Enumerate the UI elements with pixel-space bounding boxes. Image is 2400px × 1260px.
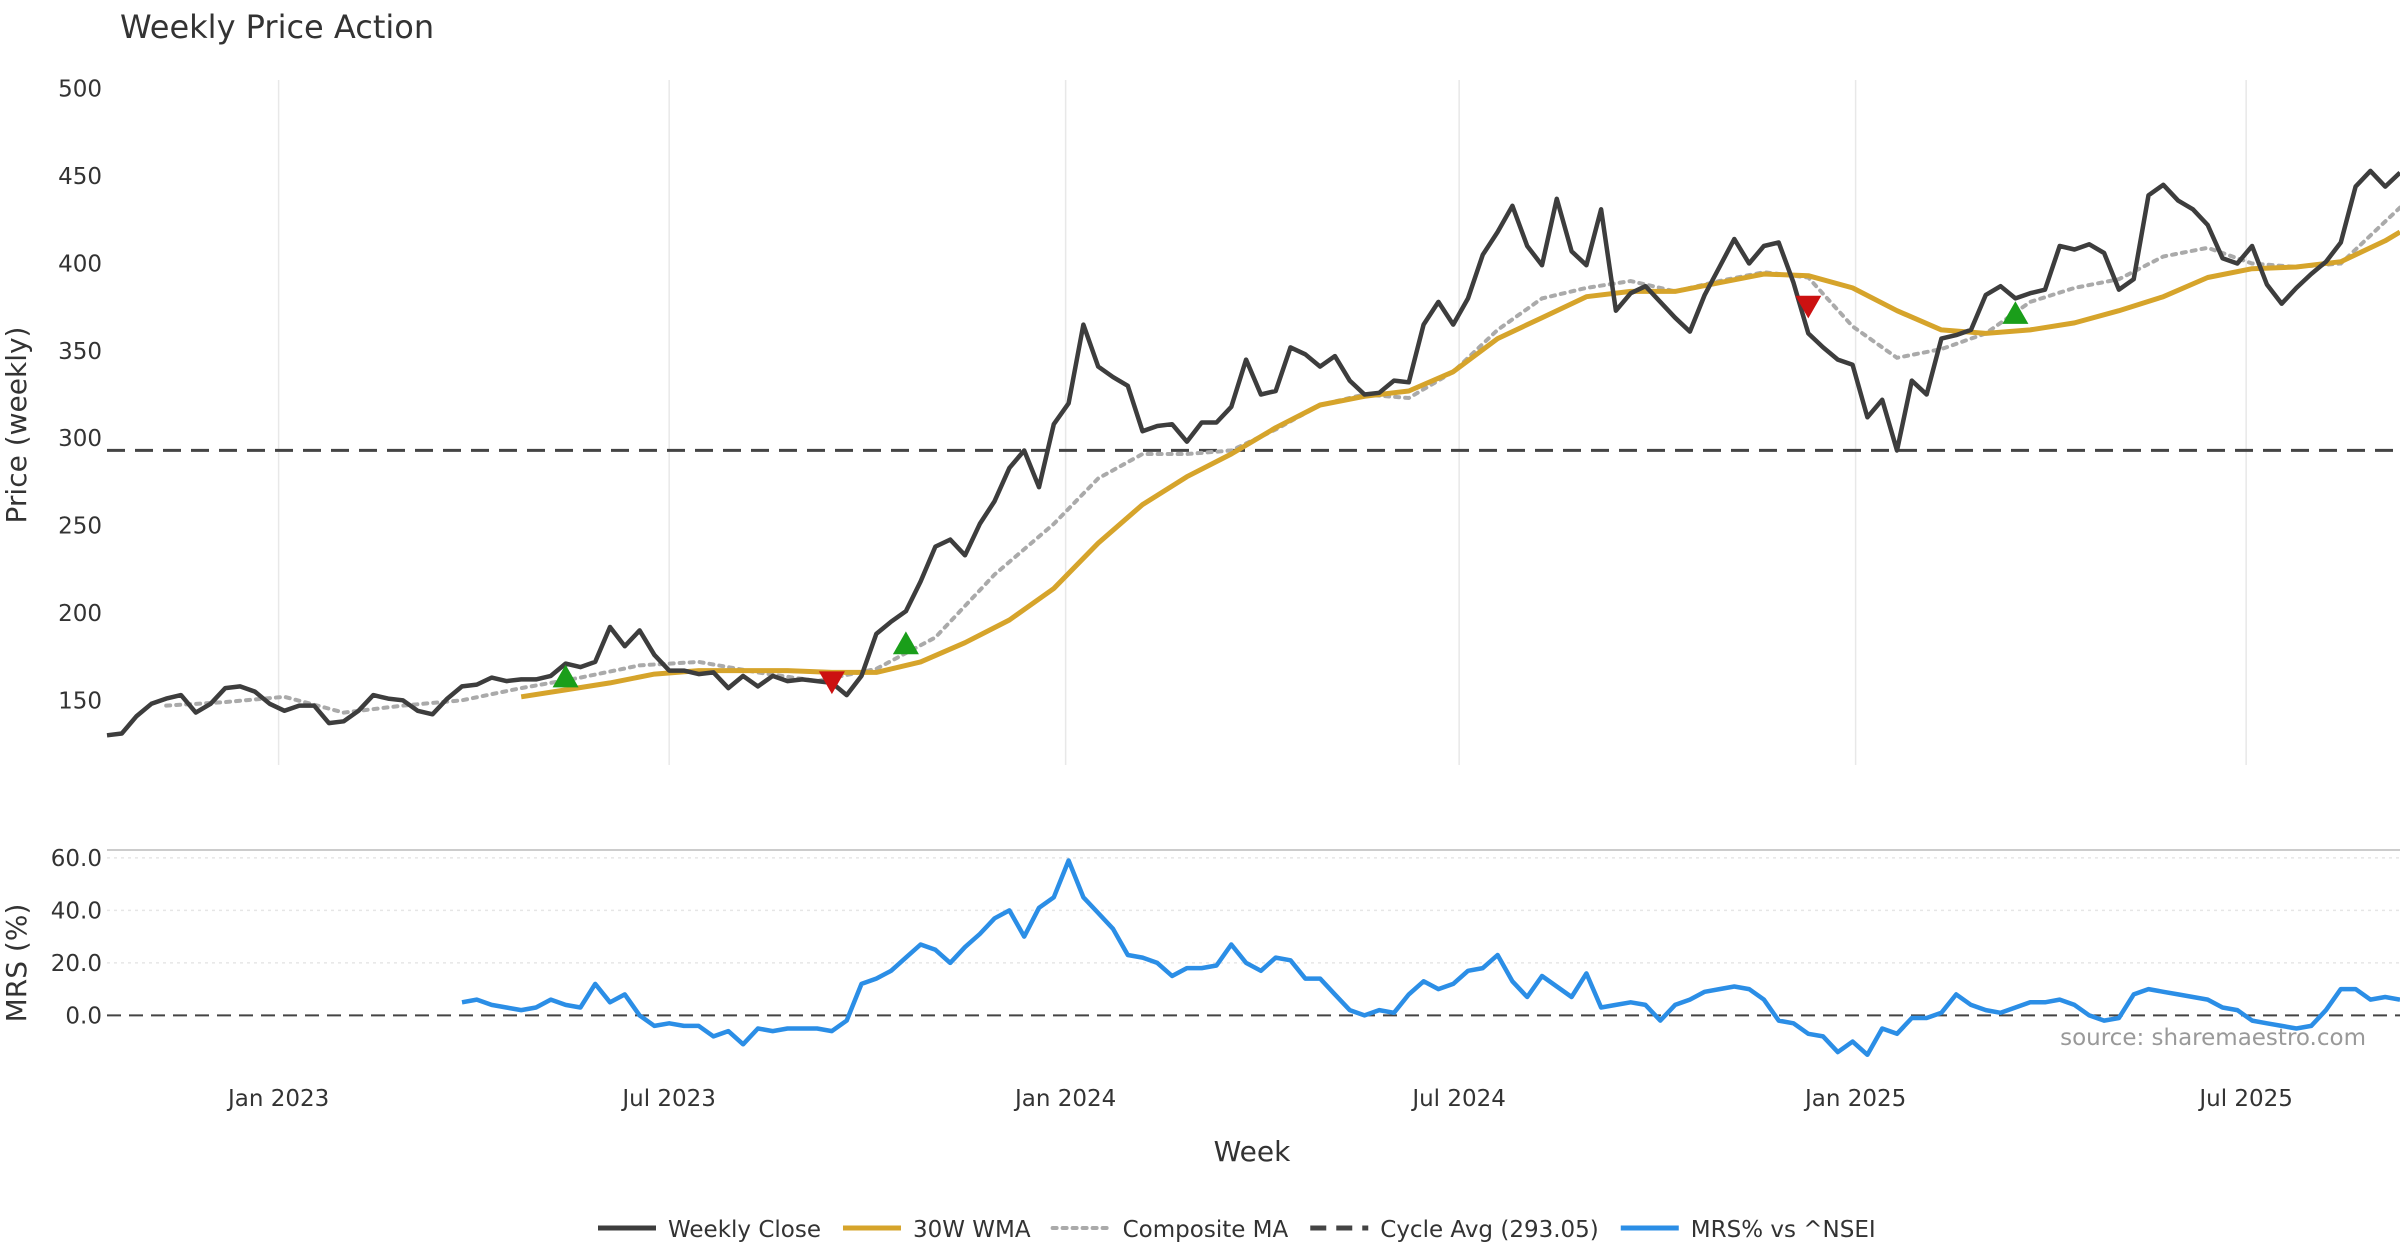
price-y-tick-label: 500 <box>58 77 102 103</box>
source-note: source: sharemaestro.com <box>2060 1025 2366 1051</box>
mrs-y-tick-label: 60.0 <box>51 846 102 872</box>
legend-item: Weekly Close <box>598 1217 821 1243</box>
mrs-panel: 0.0 20.0 40.0 60.0 MRS (%) source: sharemae… <box>0 846 2400 1058</box>
x-tick-label: Jul 2024 <box>1410 1086 1506 1112</box>
legend-item: MRS% vs ^NSEI <box>1620 1217 1876 1243</box>
buy-signal-marker <box>552 664 579 688</box>
legend-label: 30W WMA <box>913 1217 1031 1243</box>
legend-label: Composite MA <box>1123 1217 1289 1243</box>
x-tick-label: Jul 2025 <box>2197 1086 2293 1112</box>
legend-label: Cycle Avg (293.05) <box>1380 1217 1599 1243</box>
price-panel: 150 200 250 300 350 400 450 500 Price (weekly) <box>0 77 2400 765</box>
price-y-tick-label: 350 <box>58 339 102 365</box>
price-y-axis-label: Price (weekly) <box>0 327 33 524</box>
x-axis-label: Week <box>1214 1135 1291 1168</box>
mrs-y-tick-label: 40.0 <box>51 898 102 924</box>
x-tick-label: Jan 2023 <box>226 1086 329 1112</box>
x-tick-label: Jan 2025 <box>1803 1086 1906 1112</box>
price-y-tick-label: 400 <box>58 251 102 277</box>
price-y-tick-label: 200 <box>58 601 102 627</box>
chart-title: Weekly Price Action <box>120 8 434 46</box>
composite-ma-line <box>164 205 2400 715</box>
sell-signal-marker <box>1795 295 1822 319</box>
mrs-y-tick-label: 0.0 <box>65 1003 102 1029</box>
x-tick-labels: Jan 2023 Jul 2023 Jan 2024 Jul 2024 Jan 2025… <box>226 1086 2293 1112</box>
signal-markers <box>552 295 2029 695</box>
buy-signal-marker <box>892 631 919 655</box>
price-y-ticks: 150 200 250 300 350 400 450 500 <box>58 77 102 715</box>
legend-label: MRS% vs ^NSEI <box>1691 1217 1876 1243</box>
price-y-tick-label: 300 <box>58 426 102 452</box>
legend-item: 30W WMA <box>842 1217 1031 1243</box>
legend-item: Cycle Avg (293.05) <box>1310 1217 1599 1243</box>
mrs-y-ticks: 0.0 20.0 40.0 60.0 <box>51 846 102 1030</box>
mrs-y-axis-label: MRS (%) <box>0 904 33 1023</box>
mrs-line <box>461 858 2400 1058</box>
mrs-y-tick-label: 20.0 <box>51 951 102 977</box>
price-y-tick-label: 250 <box>58 514 102 540</box>
legend: Weekly Close 30W WMA Composite MA Cycle Avg… <box>598 1217 1876 1243</box>
weekly-close-line <box>106 168 2400 738</box>
legend-item: Composite MA <box>1050 1217 1289 1243</box>
price-y-tick-label: 450 <box>58 164 102 190</box>
legend-label: Weekly Close <box>668 1217 821 1243</box>
sell-signal-marker <box>818 671 845 695</box>
x-tick-label: Jul 2023 <box>620 1086 716 1112</box>
x-tick-label: Jan 2024 <box>1013 1086 1116 1112</box>
buy-signal-marker <box>2002 301 2029 324</box>
price-x-gridlines <box>277 80 2247 765</box>
price-y-tick-label: 150 <box>58 688 102 714</box>
